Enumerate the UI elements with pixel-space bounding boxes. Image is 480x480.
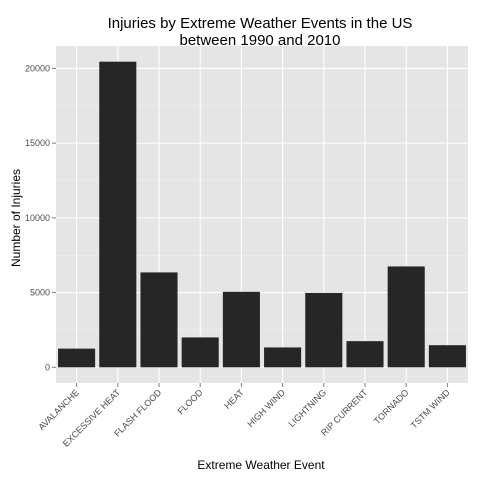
- bar: [222, 291, 260, 368]
- bars-group: [58, 61, 466, 368]
- bar: [305, 292, 343, 368]
- chart-title: Injuries by Extreme Weather Events in th…: [108, 15, 413, 49]
- x-tick-label: HEAT: [222, 387, 246, 411]
- x-tick-label: FLOOD: [176, 387, 205, 416]
- y-axis: 0 5000 10000 15000 20000: [25, 63, 56, 372]
- y-tick-label: 20000: [25, 63, 50, 73]
- x-tick-label: TORNADO: [372, 387, 411, 426]
- y-tick-label: 10000: [25, 213, 50, 223]
- chart-title-line-1: Injuries by Extreme Weather Events in th…: [108, 15, 413, 32]
- bar: [140, 272, 178, 368]
- bar: [346, 341, 384, 368]
- bar: [264, 347, 302, 368]
- x-tick-label: AVALANCHE: [36, 387, 81, 432]
- x-tick-label: TSTM WIND: [409, 387, 452, 430]
- y-tick-label: 0: [45, 362, 50, 372]
- bar: [428, 345, 466, 368]
- bar: [387, 266, 425, 368]
- chart-title-line-2: between 1990 and 2010: [180, 32, 341, 49]
- x-tick-label: HIGH WIND: [245, 387, 287, 429]
- bar: [181, 337, 219, 368]
- x-tick-label: LIGHTNING: [286, 387, 328, 429]
- y-axis-title: Number of Injuries: [9, 169, 23, 267]
- bar: [58, 348, 96, 368]
- y-tick-label: 15000: [25, 138, 50, 148]
- x-axis-title: Extreme Weather Event: [197, 458, 325, 472]
- y-tick-label: 5000: [30, 288, 50, 298]
- bar: [99, 61, 137, 368]
